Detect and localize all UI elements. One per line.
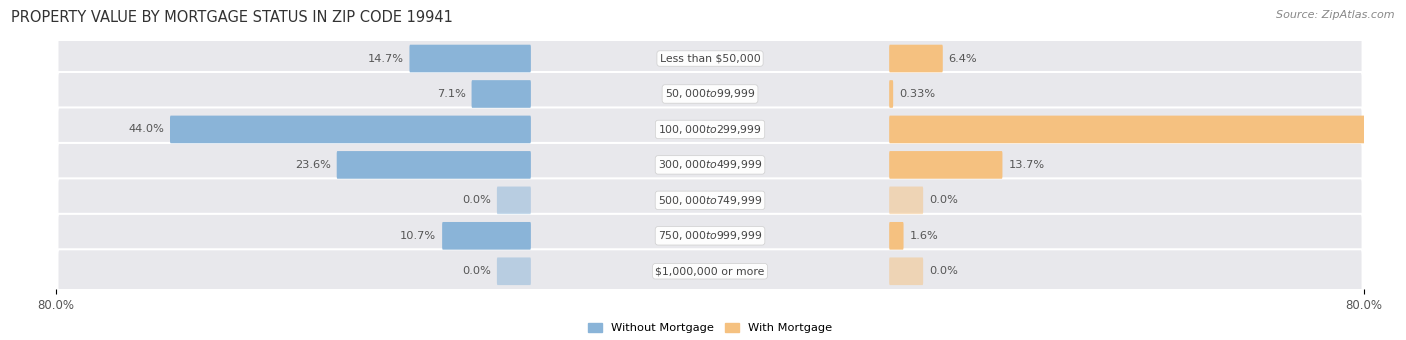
Text: 23.6%: 23.6%	[295, 160, 330, 170]
FancyBboxPatch shape	[889, 222, 904, 250]
FancyBboxPatch shape	[170, 116, 531, 143]
Text: $750,000 to $999,999: $750,000 to $999,999	[658, 229, 762, 242]
FancyBboxPatch shape	[441, 222, 531, 250]
Text: 6.4%: 6.4%	[949, 53, 977, 64]
Text: 0.0%: 0.0%	[929, 266, 957, 276]
Text: 0.0%: 0.0%	[463, 266, 491, 276]
Legend: Without Mortgage, With Mortgage: Without Mortgage, With Mortgage	[583, 318, 837, 338]
FancyBboxPatch shape	[471, 80, 531, 108]
FancyBboxPatch shape	[889, 80, 893, 108]
Text: $50,000 to $99,999: $50,000 to $99,999	[665, 87, 755, 101]
Text: 0.33%: 0.33%	[898, 89, 935, 99]
FancyBboxPatch shape	[58, 143, 1362, 187]
FancyBboxPatch shape	[889, 257, 924, 285]
Text: 0.0%: 0.0%	[463, 195, 491, 205]
FancyBboxPatch shape	[58, 249, 1362, 293]
FancyBboxPatch shape	[496, 187, 531, 214]
Text: 0.0%: 0.0%	[929, 195, 957, 205]
Text: 13.7%: 13.7%	[1008, 160, 1045, 170]
FancyBboxPatch shape	[336, 151, 531, 179]
FancyBboxPatch shape	[889, 45, 943, 72]
FancyBboxPatch shape	[889, 187, 924, 214]
Text: 14.7%: 14.7%	[367, 53, 404, 64]
Text: $500,000 to $749,999: $500,000 to $749,999	[658, 194, 762, 207]
Text: Source: ZipAtlas.com: Source: ZipAtlas.com	[1277, 10, 1395, 20]
FancyBboxPatch shape	[58, 214, 1362, 258]
Text: 7.1%: 7.1%	[437, 89, 465, 99]
FancyBboxPatch shape	[58, 36, 1362, 81]
FancyBboxPatch shape	[889, 151, 1002, 179]
Text: 10.7%: 10.7%	[401, 231, 436, 241]
Text: $100,000 to $299,999: $100,000 to $299,999	[658, 123, 762, 136]
Text: 44.0%: 44.0%	[128, 124, 165, 134]
FancyBboxPatch shape	[58, 178, 1362, 222]
Text: $1,000,000 or more: $1,000,000 or more	[655, 266, 765, 276]
FancyBboxPatch shape	[889, 116, 1406, 143]
Text: $300,000 to $499,999: $300,000 to $499,999	[658, 158, 762, 171]
FancyBboxPatch shape	[58, 72, 1362, 116]
FancyBboxPatch shape	[496, 257, 531, 285]
Text: 1.6%: 1.6%	[910, 231, 938, 241]
Text: Less than $50,000: Less than $50,000	[659, 53, 761, 64]
FancyBboxPatch shape	[58, 107, 1362, 151]
FancyBboxPatch shape	[409, 45, 531, 72]
Text: PROPERTY VALUE BY MORTGAGE STATUS IN ZIP CODE 19941: PROPERTY VALUE BY MORTGAGE STATUS IN ZIP…	[11, 10, 453, 25]
